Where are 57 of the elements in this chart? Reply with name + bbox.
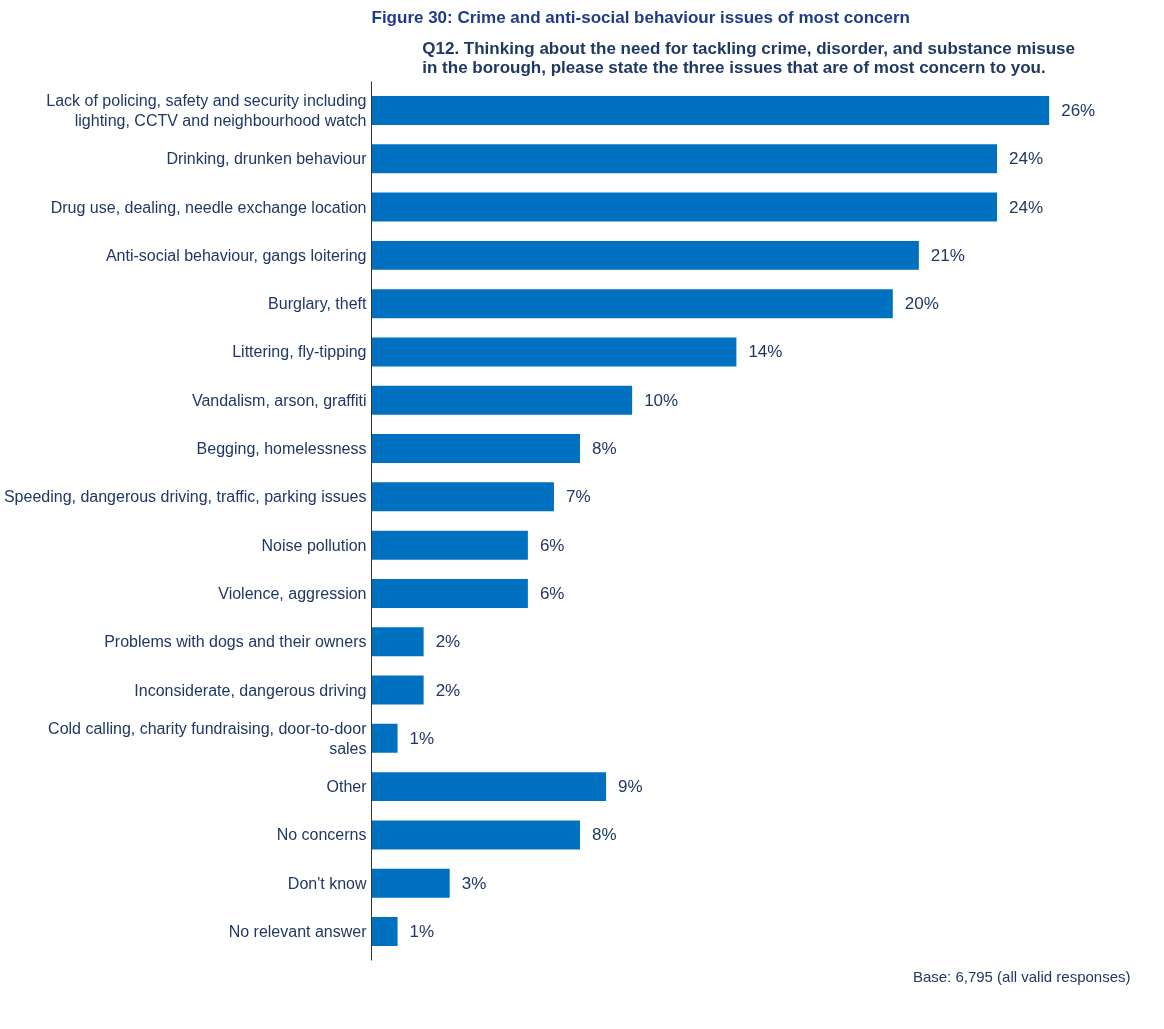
data-label: 26% xyxy=(1061,100,1096,120)
y-tick-label: No relevant answer xyxy=(228,923,368,941)
bar xyxy=(371,482,554,512)
bar xyxy=(371,627,424,657)
y-tick-label: Violence, aggression xyxy=(218,584,367,602)
data-label: 9% xyxy=(618,777,643,797)
data-label: 3% xyxy=(461,873,487,893)
data-label: 14% xyxy=(748,342,783,362)
y-tick-label: Inconsiderate, dangerous driving xyxy=(134,681,367,699)
data-label: 2% xyxy=(435,632,461,652)
data-label: 6% xyxy=(539,535,565,555)
y-tick-label: Anti-social behaviour, gangs loitering xyxy=(105,246,367,264)
data-label: 24% xyxy=(1009,149,1044,169)
bar xyxy=(371,578,528,608)
chart-title: Figure 30: Crime and anti-social behaviour issues of most concern xyxy=(371,7,910,27)
data-label: 7% xyxy=(565,487,591,507)
y-tick-label: Lack of policing, safety and security including lighting, CCTV and neighbourhood watch xyxy=(46,91,367,130)
y-tick-label: Speeding, dangerous driving, traffic, parking issues xyxy=(3,488,367,506)
bar xyxy=(371,917,398,947)
y-tick-label: Drug use, dealing, needle exchange location xyxy=(50,198,367,216)
bar xyxy=(371,868,450,898)
data-label: 8% xyxy=(592,439,617,459)
bar xyxy=(371,95,1050,125)
bar xyxy=(371,289,893,319)
bar xyxy=(371,772,607,802)
bar xyxy=(371,820,581,850)
y-tick-label: No concerns xyxy=(276,826,367,844)
y-tick-label: Burglary, theft xyxy=(268,295,368,313)
data-label: 8% xyxy=(592,825,617,845)
data-label: 10% xyxy=(644,390,679,410)
y-tick-label: Problems with dogs and their owners xyxy=(104,633,367,651)
bar xyxy=(371,240,919,270)
y-tick-label: Don't know xyxy=(287,874,367,892)
y-tick-label: Begging, homelessness xyxy=(196,440,367,458)
y-tick-label: Noise pollution xyxy=(261,536,367,554)
data-label: 2% xyxy=(435,680,461,700)
bar xyxy=(371,723,398,753)
bar xyxy=(371,192,998,222)
bar xyxy=(371,337,737,367)
y-tick-label: Other xyxy=(326,778,368,796)
data-label: 6% xyxy=(539,583,565,603)
bar xyxy=(371,530,528,560)
y-tick-label: Drinking, drunken behaviour xyxy=(166,150,368,168)
y-tick-label: Littering, fly-tipping xyxy=(232,343,367,361)
data-label: 21% xyxy=(930,245,965,265)
data-label: 20% xyxy=(904,294,939,314)
data-label: 1% xyxy=(409,728,435,748)
bar xyxy=(371,434,581,464)
text: Base: 6,795 (all valid responses) xyxy=(912,967,1131,985)
data-label: 24% xyxy=(1009,197,1044,217)
bar xyxy=(371,144,998,174)
y-tick-label: Vandalism, arson, graffiti xyxy=(191,391,367,409)
bar xyxy=(371,385,633,415)
bar xyxy=(371,675,424,705)
data-label: 1% xyxy=(409,922,435,942)
chart-subtitle: Q12. Thinking about the need for tackling crime, disorder, and substance misuse in the borough, please state the three issues that are of most concern to you. xyxy=(422,38,1076,77)
y-tick-label: Cold calling, charity fundraising, door-to-door sales xyxy=(48,719,368,758)
